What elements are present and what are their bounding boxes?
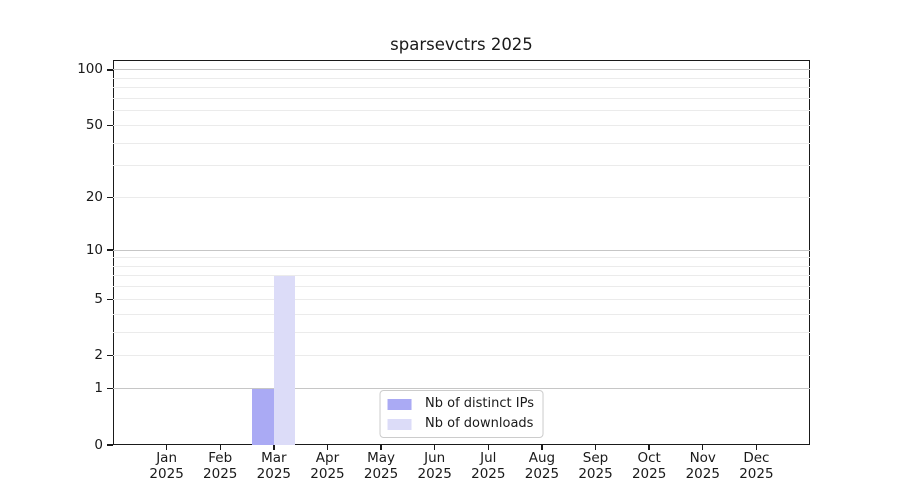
- x-tick-month: Feb: [208, 450, 233, 466]
- x-tick-year: 2025: [149, 466, 184, 482]
- y-tick-label: 100: [77, 61, 103, 78]
- gridline-major: [113, 388, 810, 390]
- x-tick-month: Sep: [582, 450, 609, 466]
- gridline-minor: [113, 197, 810, 198]
- x-tick-mark: [755, 445, 758, 450]
- bar-downloads: [273, 275, 296, 445]
- x-tick-month: Jul: [480, 450, 497, 466]
- x-tick-label: Mar 2025: [242, 450, 306, 482]
- plot-area: Nb of distinct IPs Nb of downloads: [113, 60, 810, 445]
- gridline-minor: [113, 142, 810, 144]
- gridline-minor: [113, 257, 810, 259]
- y-tick-mark: [106, 387, 113, 390]
- y-tick-mark: [106, 69, 113, 71]
- x-tick-mark: [165, 445, 168, 450]
- gridline-minor: [113, 286, 810, 288]
- y-tick-mark: [106, 124, 113, 127]
- x-tick-label: Jan 2025: [135, 450, 199, 482]
- legend-label: Nb of distinct IPs: [425, 396, 534, 411]
- legend-row: Nb of downloads: [387, 416, 534, 432]
- y-tick-label: 10: [85, 241, 103, 258]
- y-tick-label: 0: [94, 436, 103, 453]
- x-tick-month: Jan: [156, 450, 178, 466]
- x-tick-year: 2025: [310, 466, 345, 482]
- x-tick-year: 2025: [739, 466, 774, 482]
- x-tick-mark: [648, 445, 650, 450]
- gridline-minor: [113, 331, 810, 333]
- x-tick-label: Aug 2025: [510, 450, 574, 482]
- x-tick-mark: [702, 445, 704, 450]
- x-tick-month: Apr: [315, 450, 340, 466]
- x-tick-label: Jul 2025: [456, 450, 520, 482]
- gridline-major: [113, 249, 810, 251]
- y-tick-mark: [106, 444, 113, 446]
- y-tick-mark: [106, 249, 113, 251]
- x-tick-mark: [433, 445, 436, 450]
- gridline-minor: [113, 110, 810, 112]
- x-tick-label: Sep 2025: [564, 450, 628, 482]
- bar-distinct-ips: [252, 388, 274, 445]
- x-tick-month: May: [367, 450, 396, 466]
- y-tick-label: 50: [85, 116, 103, 133]
- y-tick-label: 5: [94, 290, 103, 307]
- x-tick-label: May 2025: [349, 450, 413, 482]
- x-tick-month: Jun: [424, 450, 446, 466]
- x-tick-label: Jun 2025: [403, 450, 467, 482]
- x-tick-year: 2025: [417, 466, 452, 482]
- x-tick-mark: [326, 445, 329, 450]
- x-tick-label: Apr 2025: [295, 450, 359, 482]
- x-tick-mark: [487, 445, 489, 450]
- gridline-minor: [113, 275, 810, 277]
- x-tick-label: Dec 2025: [724, 450, 788, 482]
- chart-title: sparsevctrs 2025: [390, 35, 533, 54]
- x-tick-year: 2025: [524, 466, 560, 482]
- gridline-minor: [113, 355, 810, 357]
- x-tick-month: Mar: [261, 450, 287, 466]
- x-tick-year: 2025: [363, 466, 399, 482]
- legend-swatch-downloads: [387, 418, 412, 430]
- x-tick-month: Aug: [528, 450, 556, 466]
- legend-swatch-distinct-ips: [387, 398, 412, 410]
- x-tick-label: Feb 2025: [188, 450, 252, 482]
- gridline-minor: [113, 265, 810, 267]
- x-tick-year: 2025: [471, 466, 506, 482]
- y-tick-label: 20: [85, 189, 103, 205]
- gridline-minor: [113, 77, 810, 79]
- gridline-minor: [113, 97, 810, 99]
- x-tick-month: Nov: [689, 450, 716, 466]
- legend-label: Nb of downloads: [425, 416, 534, 431]
- gridline-major: [113, 69, 810, 71]
- legend: Nb of distinct IPs Nb of downloads: [379, 390, 544, 438]
- x-tick-year: 2025: [203, 466, 238, 482]
- gridline-minor: [113, 313, 810, 315]
- gridline-minor: [113, 124, 810, 126]
- x-tick-year: 2025: [578, 466, 613, 482]
- x-tick-mark: [219, 445, 221, 450]
- x-tick-mark: [594, 445, 597, 450]
- gridline-minor: [113, 165, 810, 167]
- x-tick-mark: [541, 445, 543, 450]
- x-tick-mark: [380, 445, 382, 450]
- x-tick-year: 2025: [631, 466, 667, 482]
- x-tick-label: Nov 2025: [671, 450, 735, 482]
- y-tick-label: 2: [94, 347, 103, 364]
- y-tick-label: 1: [94, 380, 103, 397]
- x-tick-label: Oct 2025: [617, 450, 681, 482]
- gridline-minor: [113, 298, 810, 300]
- y-tick-mark: [106, 196, 113, 199]
- x-tick-year: 2025: [685, 466, 720, 482]
- gridline-minor: [113, 87, 810, 89]
- x-tick-year: 2025: [256, 466, 292, 482]
- y-tick-mark: [106, 354, 113, 357]
- legend-row: Nb of distinct IPs: [387, 396, 534, 412]
- x-tick-mark: [273, 445, 275, 450]
- x-tick-month: Oct: [637, 450, 661, 466]
- y-tick-mark: [106, 298, 113, 301]
- x-tick-month: Dec: [743, 450, 770, 466]
